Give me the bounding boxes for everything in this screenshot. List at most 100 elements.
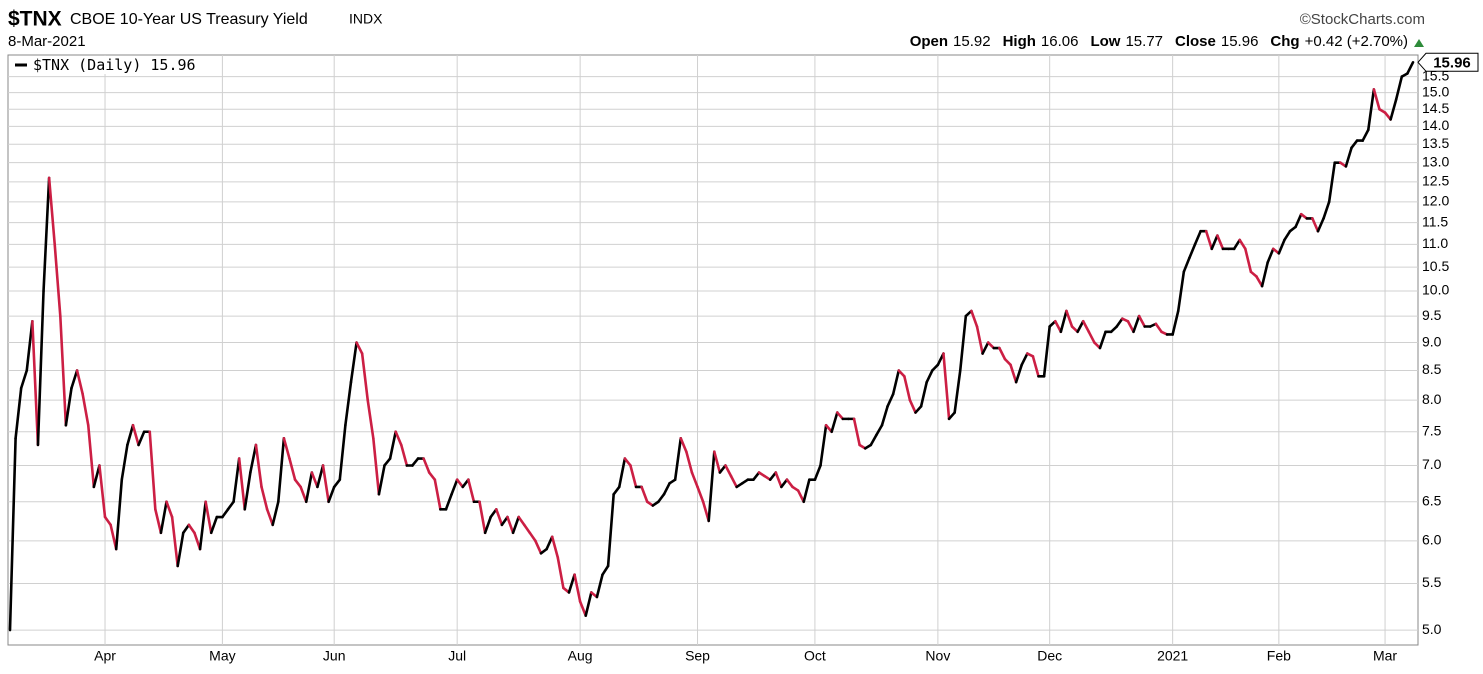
line-segment	[690, 471, 699, 489]
x-tick-label: May	[209, 648, 235, 664]
line-segment	[1065, 309, 1074, 328]
y-tick-label: 6.0	[1422, 532, 1442, 548]
line-segment	[304, 471, 314, 504]
line-segment	[852, 417, 861, 447]
line-segment	[657, 492, 666, 504]
line-segment	[411, 457, 420, 467]
y-tick-label: 10.0	[1422, 282, 1449, 298]
line-segment	[299, 485, 308, 504]
line-segment	[271, 500, 280, 527]
quote-label: Close	[1175, 33, 1216, 50]
y-tick-label: 8.5	[1422, 361, 1442, 377]
line-segment	[897, 369, 906, 378]
line-segment	[383, 457, 392, 467]
line-segment	[578, 600, 588, 617]
x-tick-label: Mar	[1373, 648, 1397, 664]
line-segment	[724, 464, 733, 478]
line-segment	[221, 508, 230, 519]
date: 8-Mar-2021	[8, 33, 86, 50]
line-segment	[344, 380, 353, 427]
line-segment	[377, 464, 386, 496]
y-tick-label: 5.0	[1422, 621, 1442, 637]
line-segment	[232, 457, 241, 504]
line-segment	[282, 437, 291, 460]
y-tick-label: 12.0	[1422, 193, 1449, 209]
line-segment	[813, 464, 822, 481]
line-segment	[930, 363, 940, 372]
line-segment	[355, 341, 364, 355]
line-segment	[165, 500, 174, 519]
line-segment	[584, 591, 593, 617]
line-segment	[819, 423, 828, 467]
line-segment	[1322, 200, 1331, 220]
line-segment	[662, 481, 671, 496]
line-segment	[14, 386, 23, 440]
line-segment	[875, 423, 884, 437]
line-segment	[1294, 212, 1303, 229]
line-segment	[1014, 363, 1024, 384]
line-segment	[154, 508, 163, 535]
line-segment	[433, 478, 442, 511]
line-segment	[316, 464, 325, 489]
y-tick-label: 12.5	[1422, 173, 1449, 189]
quote: Open 15.92 High 16.06 Low 15.77 Close 15.96 Chg +…	[910, 33, 1408, 50]
line-segment	[1132, 314, 1141, 334]
line-segment	[1266, 247, 1275, 264]
line-segment	[1216, 234, 1225, 251]
y-tick-label: 10.5	[1422, 258, 1449, 274]
line-segment	[64, 386, 73, 427]
x-tick-label: Jul	[448, 648, 466, 664]
line-segment	[338, 423, 347, 481]
line-segment	[718, 464, 727, 474]
quote-value: 15.96	[1221, 33, 1259, 50]
line-segment	[1137, 314, 1146, 328]
y-tick-label: 6.5	[1422, 492, 1442, 508]
line-segment	[53, 243, 62, 318]
y-tick-label: 14.5	[1422, 100, 1449, 116]
y-tick-label: 9.5	[1422, 307, 1442, 323]
line-segment	[427, 471, 437, 481]
line-segment	[489, 508, 498, 519]
x-tick-label: Nov	[925, 648, 950, 664]
line-segment	[114, 478, 124, 551]
line-segment	[126, 423, 135, 447]
line-segment	[254, 443, 263, 489]
line-segment	[148, 430, 157, 511]
line-segment	[1361, 128, 1370, 142]
line-segment	[1327, 161, 1337, 204]
up-arrow	[1414, 39, 1424, 47]
line-segment	[1087, 330, 1096, 344]
legend-value: 15.96	[150, 56, 195, 74]
line-segment	[19, 369, 29, 390]
line-segment	[467, 478, 476, 504]
line-segment	[1009, 363, 1018, 384]
legend-text: $TNX (Daily) 15.96	[33, 56, 196, 74]
line-segment	[796, 489, 806, 504]
line-segment	[550, 535, 560, 559]
exchange: INDX	[349, 11, 383, 27]
line-segment	[528, 531, 537, 543]
line-segment	[131, 423, 140, 447]
line-segment	[1098, 330, 1107, 350]
line-segment	[36, 289, 45, 447]
line-segment	[310, 471, 319, 489]
line-segment	[372, 437, 381, 496]
legend-label: $TNX (Daily)	[33, 56, 141, 74]
line-segment	[1244, 247, 1253, 274]
line-segment	[75, 369, 84, 396]
line-segment	[629, 464, 638, 489]
line-segment	[47, 176, 57, 246]
line-segment	[623, 457, 632, 467]
line-segment	[1344, 146, 1353, 168]
quote-label: Low	[1090, 33, 1120, 50]
line-segment	[835, 411, 845, 421]
line-segment	[729, 474, 738, 489]
line-segment	[1031, 355, 1040, 378]
line-segment	[567, 573, 576, 594]
y-tick-label: 14.0	[1422, 117, 1449, 133]
line-segment	[673, 437, 683, 481]
line-segment	[349, 341, 358, 384]
line-segment	[159, 500, 168, 535]
line-segment	[1042, 325, 1051, 378]
line-segment	[612, 485, 621, 496]
